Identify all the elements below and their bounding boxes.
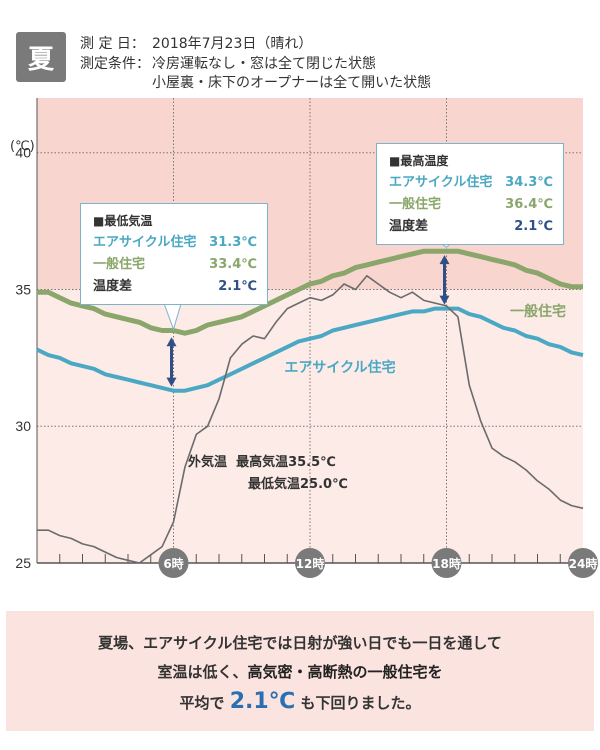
callout-low-general-row: 一般住宅 33.4℃: [93, 254, 257, 276]
callout-high-aircycle-row: エアサイクル住宅 34.3℃: [389, 172, 553, 194]
callout-high-diff-row: 温度差 2.1℃: [389, 216, 553, 238]
outside-max-label: 最高気温: [236, 455, 289, 470]
outside-min-value: 25.0℃: [300, 477, 348, 492]
date-value: 2018年7月23日（晴れ）: [152, 36, 313, 52]
x-tick-badge-12: [295, 548, 325, 578]
callout-low-diff-label: 温度差: [93, 279, 133, 294]
outside-label: 外気温: [188, 455, 228, 470]
x-tick-label-24: 24時: [569, 556, 598, 571]
condition-label: 測定条件：: [80, 56, 150, 72]
callout-low-ac-label: エアサイクル住宅: [93, 235, 197, 250]
summary-line-3a: 平均で: [179, 694, 225, 712]
y-tick-label-30: 30: [15, 418, 31, 434]
condition-line-2: 小屋裏・床下のオープナーは全て開いた状態: [152, 75, 432, 91]
summary-line-2a: 室温は低く、: [157, 663, 248, 681]
outside-max-value: 35.5℃: [288, 455, 336, 470]
diff-arrow-head-top-0: [166, 337, 177, 347]
diff-arrow-head-bottom-1: [439, 295, 450, 305]
callout-high-diff-value: 2.1℃: [514, 219, 553, 234]
callout-lowest-temp: ■最低気温 エアサイクル住宅 31.3℃ 一般住宅 33.4℃ 温度差 2.1℃: [80, 203, 268, 305]
summary-line-3b: も下回りました。: [300, 694, 421, 712]
callout-highest-temp: ■最高温度 エアサイクル住宅 34.3℃ 一般住宅 36.4℃ 温度差 2.1℃: [376, 143, 564, 245]
x-tick-badge-18: [431, 548, 462, 578]
callout-low-gen-label: 一般住宅: [93, 257, 146, 272]
outside-max-row: 外気温 最高気温35.5℃: [188, 452, 348, 474]
outside-min-row: 最低気温25.0℃: [188, 474, 348, 496]
callout-low-ac-value: 31.3℃: [209, 235, 257, 250]
summary-line-1: 夏場、エアサイクル住宅では日射が強い日でも一日を通して: [98, 634, 502, 652]
x-tick-badge-6: [158, 548, 189, 578]
outside-min-label: 最低気温: [248, 477, 301, 492]
x-tick-label-18: 18時: [432, 556, 461, 571]
callout-high-gen-label: 一般住宅: [389, 197, 442, 212]
callout-low-diff-row: 温度差 2.1℃: [93, 276, 257, 298]
callout-low-diff-value: 2.1℃: [218, 279, 257, 294]
x-tick-badge-24: [568, 548, 598, 578]
callout-high-gen-value: 36.4℃: [505, 197, 553, 212]
series-line-2: [37, 274, 584, 564]
callout-high-ac-label: エアサイクル住宅: [389, 175, 493, 190]
diff-arrow-head-bottom-0: [166, 377, 177, 387]
callout-high-title: ■最高温度: [389, 154, 449, 168]
callout-low-gen-value: 33.4℃: [209, 257, 257, 272]
callout-low-aircycle-row: エアサイクル住宅 31.3℃: [93, 232, 257, 254]
callout-high-diff-label: 温度差: [389, 219, 429, 234]
callout-high-general-row: 一般住宅 36.4℃: [389, 194, 553, 216]
summary-line-3: 平均で 2.1℃ も下回りました。: [6, 687, 594, 718]
y-tick-label-25: 25: [15, 555, 31, 571]
summary-line-2b: 高気密・高断熱の一般住宅を: [247, 663, 443, 681]
y-axis-unit: (℃): [10, 139, 35, 154]
summary-diff-value: 2.1℃: [229, 689, 296, 714]
callout-low-pointer: [163, 301, 182, 331]
x-tick-label-12: 12時: [296, 556, 325, 571]
series-label-1: 一般住宅: [510, 303, 566, 320]
diff-arrow-head-top-1: [439, 255, 450, 265]
outside-temp-note: 外気温 最高気温35.5℃ 最低気温25.0℃: [188, 452, 348, 496]
summary-line-2: 室温は低く、高気密・高断熱の一般住宅を: [6, 658, 594, 687]
callout-low-title: ■最低気温: [93, 214, 153, 228]
measure-condition: 測定条件： 冷房運転なし・窓は全て閉じた状態: [80, 53, 376, 73]
callout-high-ac-value: 34.3℃: [505, 175, 553, 190]
series-line-1: [36, 306, 584, 393]
summary-box: 夏場、エアサイクル住宅では日射が強い日でも一日を通して 室温は低く、高気密・高断…: [6, 611, 594, 731]
date-label: 測 定 日：: [80, 36, 145, 52]
condition-line-1: 冷房運転なし・窓は全て閉じた状態: [152, 56, 376, 72]
x-tick-label-6: 6時: [163, 556, 183, 571]
y-tick-label-40: 40: [15, 145, 31, 161]
season-badge: 夏: [16, 32, 66, 82]
measure-date: 測 定 日： 2018年7月23日（晴れ）: [80, 33, 312, 53]
y-tick-label-35: 35: [15, 281, 31, 297]
series-line-0: [37, 248, 583, 336]
series-label-0: エアサイクル住宅: [284, 359, 395, 376]
